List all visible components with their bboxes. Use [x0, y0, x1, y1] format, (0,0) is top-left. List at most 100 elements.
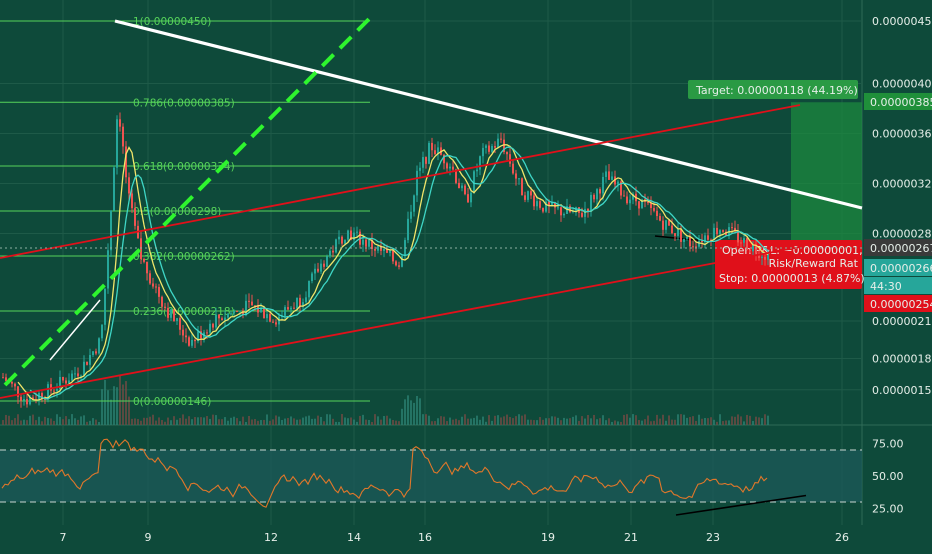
candle-body — [68, 380, 70, 384]
volume-bar — [659, 418, 661, 425]
candle-body — [17, 386, 19, 397]
volume-bar — [137, 419, 139, 425]
candle-body — [659, 216, 661, 221]
volume-bar — [491, 420, 493, 425]
volume-bar — [269, 420, 271, 425]
candle-body — [224, 317, 226, 321]
candle-body — [347, 230, 349, 240]
volume-bar — [653, 420, 655, 425]
candle-body — [665, 220, 667, 230]
volume-bar — [173, 416, 175, 425]
fib-level-label: 0.5(0.00000298) — [133, 206, 221, 218]
volume-bar — [680, 414, 682, 425]
candle-body — [236, 311, 238, 313]
volume-bar — [686, 417, 688, 425]
volume-bar — [458, 420, 460, 425]
volume-bar — [533, 420, 535, 425]
candle-body — [662, 220, 664, 230]
volume-bar — [401, 408, 403, 425]
candle-body — [593, 194, 595, 200]
candle-body — [653, 208, 655, 211]
volume-bar — [326, 414, 328, 425]
rsi-layer — [0, 438, 862, 516]
volume-bar — [179, 418, 181, 425]
candle-body — [641, 199, 643, 209]
candle-body — [617, 181, 619, 185]
volume-bar — [527, 419, 529, 425]
candle-body — [299, 297, 301, 307]
candle-body — [479, 156, 481, 170]
volume-bar — [581, 416, 583, 425]
candle-body — [323, 263, 325, 267]
candle-body — [158, 287, 160, 297]
volume-bar — [62, 419, 64, 425]
candle-body — [668, 220, 670, 226]
candle-body — [287, 307, 289, 310]
ma-yellow-line — [17, 144, 769, 401]
volume-bar — [692, 416, 694, 425]
volume-bar — [227, 420, 229, 425]
volume-bar — [734, 416, 736, 425]
volume-bar — [614, 420, 616, 425]
time-tick-label: 16 — [418, 531, 432, 544]
candle-body — [134, 208, 136, 226]
candle-body — [215, 314, 217, 328]
volume-bar — [242, 416, 244, 425]
volume-bar — [509, 417, 511, 425]
candle-body — [365, 239, 367, 247]
candle-body — [728, 227, 730, 236]
candle-body — [740, 242, 742, 244]
stop-label-box — [715, 240, 862, 289]
price-tag-box — [864, 93, 932, 110]
price-tick-label: 0.00000360 — [872, 128, 932, 141]
volume-bar — [647, 415, 649, 425]
volume-bar — [434, 421, 436, 425]
candle-body — [737, 231, 739, 243]
candle-body — [581, 212, 583, 217]
volume-bar — [140, 420, 142, 425]
candle-body — [437, 147, 439, 155]
candle-body — [524, 195, 526, 200]
volume-bar — [290, 416, 292, 425]
candle-body — [29, 397, 31, 405]
candle-body — [584, 208, 586, 217]
candle-body — [506, 152, 508, 155]
volume-bar — [155, 420, 157, 425]
time-tick-label: 23 — [706, 531, 720, 544]
volume-bar — [677, 414, 679, 425]
volume-bar — [398, 421, 400, 425]
volume-bar — [293, 418, 295, 425]
fib-level-label: 0.786(0.00000385) — [133, 97, 235, 109]
candle-body — [83, 361, 85, 376]
volume-bar — [596, 419, 598, 425]
candle-body — [26, 399, 28, 405]
volume-bar — [332, 418, 334, 425]
rsi-band — [0, 450, 862, 502]
volume-bar — [635, 415, 637, 425]
target-label-box — [688, 80, 858, 99]
volume-bar — [245, 421, 247, 425]
volume-bar — [215, 415, 217, 425]
volume-bar — [299, 419, 301, 425]
candle-body — [143, 258, 145, 262]
volume-bar — [56, 414, 58, 425]
candle-body — [233, 311, 235, 314]
candle-body — [767, 253, 769, 260]
volume-bar — [386, 415, 388, 425]
candle-body — [650, 203, 652, 209]
candle-body — [734, 227, 736, 232]
volume-bar — [452, 419, 454, 425]
candle-body — [164, 306, 166, 308]
volume-bar — [74, 418, 76, 425]
target-zone — [791, 102, 862, 250]
candle-body — [173, 309, 175, 321]
price-tag-label: 0.00000254 — [870, 298, 932, 311]
candle-body — [344, 239, 346, 244]
candle-body — [407, 218, 409, 241]
green-dashed-trend-line — [3, 16, 372, 387]
volume-bar — [308, 415, 310, 425]
candle-body — [107, 250, 109, 289]
trend-lines[interactable] — [0, 16, 863, 399]
